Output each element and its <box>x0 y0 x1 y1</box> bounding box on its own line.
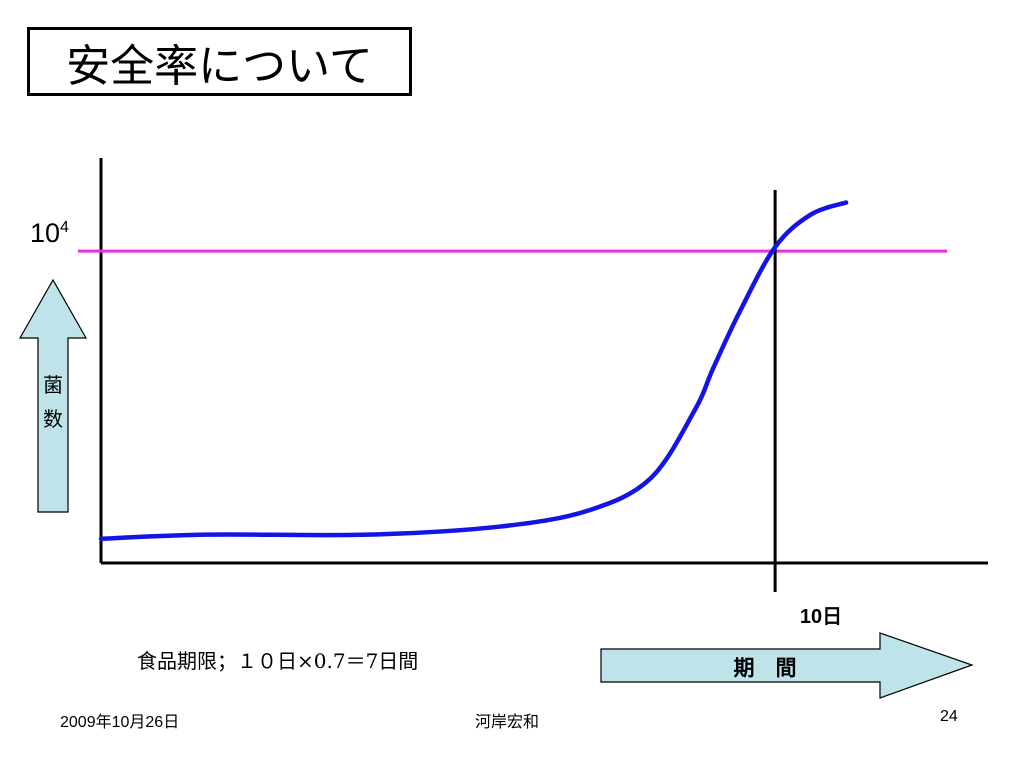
threshold-label: 104 <box>30 213 69 248</box>
slide-title: 安全率について <box>27 27 412 96</box>
x-axis-arrow <box>600 632 974 699</box>
footer-author: 河岸宏和 <box>475 714 540 731</box>
threshold-label-exponent: 4 <box>60 219 69 236</box>
y-axis-label: 菌 数 <box>43 373 63 431</box>
bacteria-growth-curve <box>98 200 849 541</box>
day-marker-label: 10日 <box>799 606 843 628</box>
y-axis-arrow <box>18 278 88 513</box>
x-axis-label: 期 間 <box>733 656 797 680</box>
footer-page: 24 <box>940 708 958 725</box>
footer-date: 2009年10月26日 <box>60 714 180 731</box>
threshold-label-base: 10 <box>30 218 61 248</box>
shelf-life-note: 食品期限；１０日×0.7＝7日間 <box>137 649 419 673</box>
